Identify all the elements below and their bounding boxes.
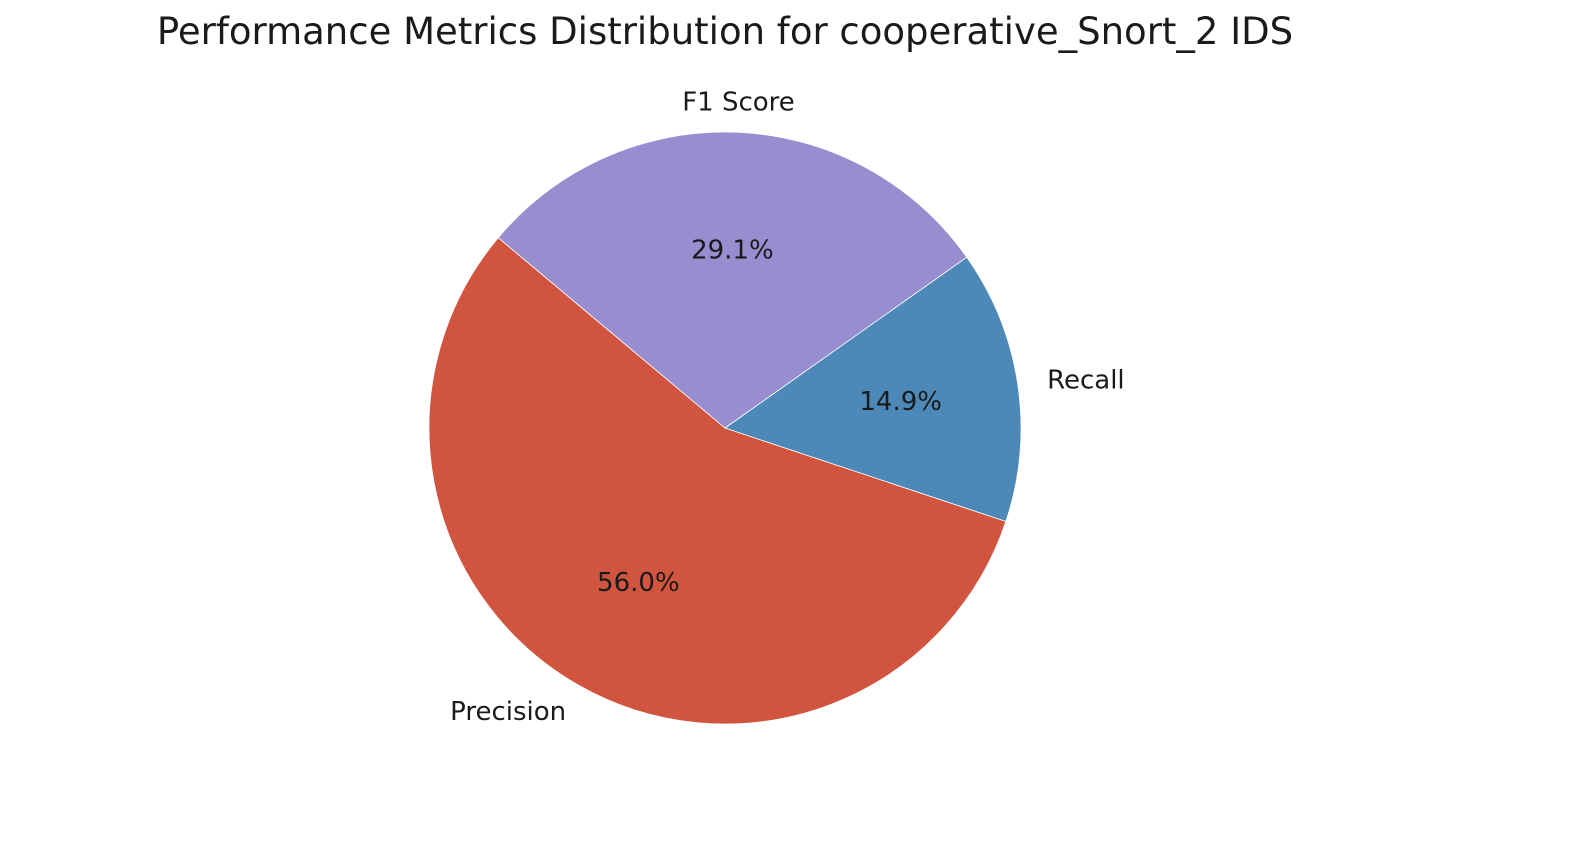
- slice-percent-precision: 56.0%: [597, 568, 680, 598]
- slice-label-precision: Precision: [450, 697, 566, 727]
- chart-title: Performance Metrics Distribution for coo…: [157, 10, 1293, 53]
- pie-slice-recall: [724, 256, 1022, 522]
- pie-labels: Precision 56.0% Recall 14.9% F1 Score 29.1%: [450, 88, 1125, 728]
- pie-slice-f1-score: [497, 131, 968, 429]
- slice-percent-f1-score: 29.1%: [691, 236, 774, 266]
- pie-slice-precision: [428, 237, 1007, 725]
- slice-label-f1-score: F1 Score: [682, 88, 795, 118]
- pie-slices: [428, 131, 1022, 725]
- slice-percent-recall: 14.9%: [859, 387, 942, 417]
- slice-label-recall: Recall: [1047, 365, 1125, 395]
